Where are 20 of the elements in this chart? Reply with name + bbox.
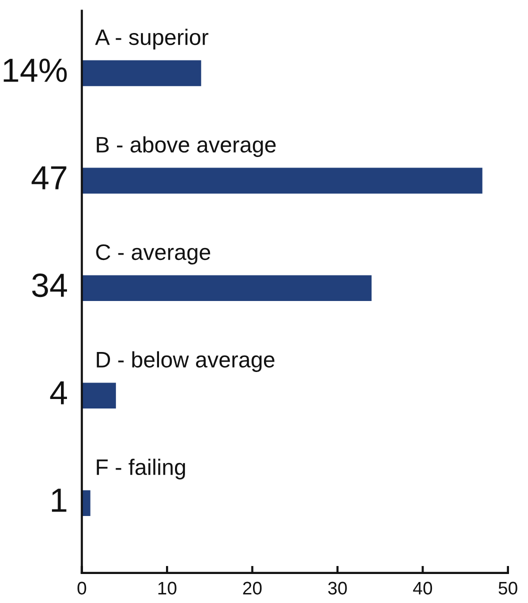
x-tick-label: 20 xyxy=(243,582,262,595)
x-tick-label: 40 xyxy=(413,582,432,595)
y-tick-label: F - failing xyxy=(96,458,185,480)
data-label: 47 xyxy=(32,166,66,190)
data-label: 34 xyxy=(32,273,67,298)
y-tick-label: C - average xyxy=(96,244,210,264)
x-tick-label: 0 xyxy=(78,582,86,595)
bar xyxy=(82,275,372,302)
bar xyxy=(82,382,116,409)
y-tick-label: D - below average xyxy=(96,351,274,372)
x-tick-label: 30 xyxy=(328,582,347,595)
data-label: 1 xyxy=(52,488,66,512)
y-tick-label: A - superior xyxy=(95,28,208,50)
data-label: 14% xyxy=(4,58,67,82)
bar xyxy=(82,168,482,194)
x-tick-label: 10 xyxy=(158,582,176,595)
x-tick-label: 50 xyxy=(498,582,518,595)
y-tick-label: B - above average xyxy=(96,136,276,157)
data-label: 4 xyxy=(50,381,67,404)
bar xyxy=(82,60,202,86)
